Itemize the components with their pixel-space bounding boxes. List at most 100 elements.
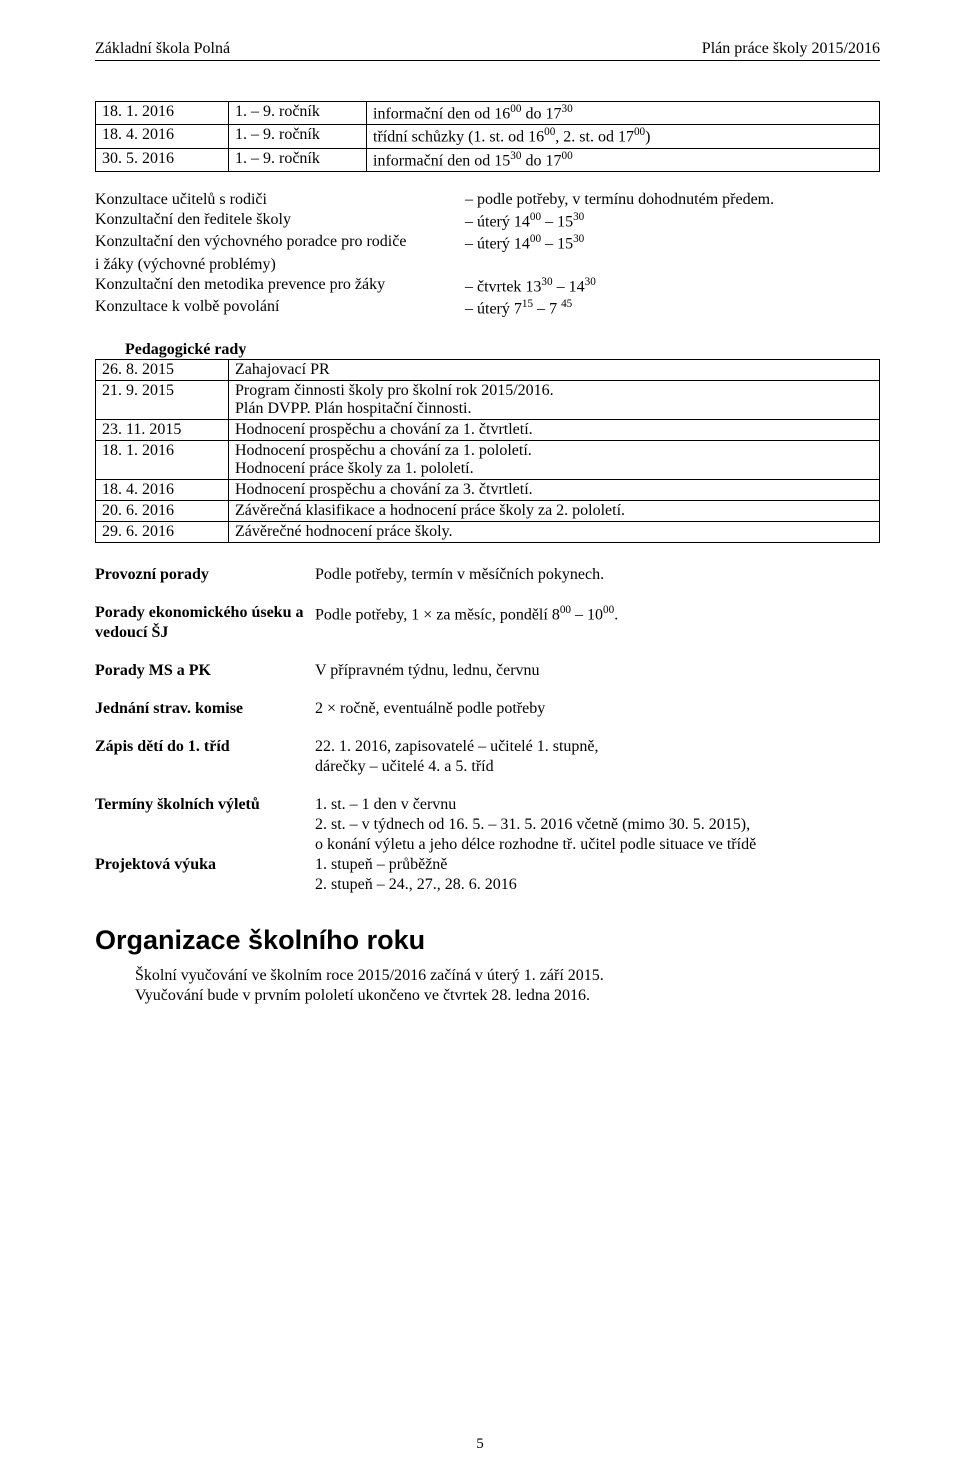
def-term: Provozní porady bbox=[95, 565, 315, 585]
sup: 30 bbox=[573, 233, 584, 245]
ped-rady-table: 26. 8. 2015 Zahajovací PR 21. 9. 2015 Pr… bbox=[95, 359, 880, 543]
cell-desc: informační den od 1530 do 1700 bbox=[367, 148, 880, 171]
cell-date: 20. 6. 2016 bbox=[96, 501, 229, 522]
txt: třídní schůzky (1. st. od 16 bbox=[373, 129, 544, 146]
txt: – 10 bbox=[571, 607, 603, 624]
def-body: Podle potřeby, 1 × za měsíc, pondělí 800… bbox=[315, 603, 880, 643]
konz-label: Konzultační den metodika prevence pro žá… bbox=[95, 275, 465, 297]
page-header: Základní škola Polná Plán práce školy 20… bbox=[95, 40, 880, 61]
txt: do 17 bbox=[521, 152, 561, 169]
sup: 30 bbox=[561, 103, 572, 115]
txt: – úterý 7 bbox=[465, 300, 522, 317]
table-row: 26. 8. 2015 Zahajovací PR bbox=[96, 360, 880, 381]
sup: 00 bbox=[510, 103, 521, 115]
konz-label: Konzultace k volbě povolání bbox=[95, 297, 465, 319]
def-body: 1. st. – 1 den v červnu 2. st. – v týdne… bbox=[315, 795, 880, 855]
sup: 30 bbox=[541, 276, 552, 288]
sup: 15 bbox=[522, 298, 533, 310]
cell-grade: 1. – 9. ročník bbox=[229, 125, 367, 148]
konz-value: – čtvrtek 1330 – 1430 bbox=[465, 275, 880, 297]
txt: – čtvrtek 13 bbox=[465, 278, 541, 295]
cell-body: Hodnocení prospěchu a chování za 3. čtvr… bbox=[229, 480, 880, 501]
konz-value: – úterý 1400 – 1530 bbox=[465, 232, 880, 254]
txt: , 2. st. od 17 bbox=[555, 129, 634, 146]
cell-desc: třídní schůzky (1. st. od 1600, 2. st. o… bbox=[367, 125, 880, 148]
konz-value bbox=[465, 255, 880, 275]
sup: 30 bbox=[573, 211, 584, 223]
txt: do 17 bbox=[521, 105, 561, 122]
table-row: 30. 5. 2016 1. – 9. ročník informační de… bbox=[96, 148, 880, 171]
cell-body: Hodnocení prospěchu a chování za 1. čtvr… bbox=[229, 420, 880, 441]
table-row: 18. 1. 2016 1. – 9. ročník informační de… bbox=[96, 102, 880, 125]
def-term: Porady ekonomického úseku a vedoucí ŠJ bbox=[95, 603, 315, 643]
cell-body: Hodnocení prospěchu a chování za 1. polo… bbox=[229, 441, 880, 480]
def-body: 22. 1. 2016, zapisovatelé – učitelé 1. s… bbox=[315, 737, 880, 777]
txt: – 15 bbox=[541, 236, 573, 253]
sup: 00 bbox=[634, 126, 645, 138]
cell-date: 26. 8. 2015 bbox=[96, 360, 229, 381]
txt: informační den od 16 bbox=[373, 105, 510, 122]
konz-label: i žáky (výchovné problémy) bbox=[95, 255, 465, 275]
cell-body: Závěrečné hodnocení práce školy. bbox=[229, 522, 880, 543]
org-line: Vyučování bude v prvním pololetí ukončen… bbox=[135, 986, 880, 1006]
txt: – úterý 14 bbox=[465, 236, 530, 253]
section-heading-organizace: Organizace školního roku bbox=[95, 925, 880, 956]
konz-label: Konzultace učitelů s rodiči bbox=[95, 190, 465, 210]
cell-date: 18. 1. 2016 bbox=[96, 441, 229, 480]
cell-date: 23. 11. 2015 bbox=[96, 420, 229, 441]
cell-grade: 1. – 9. ročník bbox=[229, 148, 367, 171]
def-term: Termíny školních výletů bbox=[95, 795, 315, 855]
table-row: 23. 11. 2015 Hodnocení prospěchu a chová… bbox=[96, 420, 880, 441]
header-left: Základní škola Polná bbox=[95, 40, 230, 58]
def-body: Podle potřeby, termín v měsíčních pokyne… bbox=[315, 565, 880, 585]
sup: 00 bbox=[560, 604, 571, 616]
sup: 00 bbox=[530, 233, 541, 245]
konz-label: Konzultační den ředitele školy bbox=[95, 210, 465, 232]
table-row: 18. 4. 2016 1. – 9. ročník třídní schůzk… bbox=[96, 125, 880, 148]
sup: 00 bbox=[603, 604, 614, 616]
consultations-block: Konzultace učitelů s rodiči – podle potř… bbox=[95, 190, 880, 319]
sup: 00 bbox=[561, 150, 572, 162]
def-term: Porady MS a PK bbox=[95, 661, 315, 681]
cell-desc: informační den od 1600 do 1730 bbox=[367, 102, 880, 125]
schedule-table: 18. 1. 2016 1. – 9. ročník informační de… bbox=[95, 101, 880, 172]
cell-grade: 1. – 9. ročník bbox=[229, 102, 367, 125]
org-paragraph: Školní vyučování ve školním roce 2015/20… bbox=[135, 966, 880, 1006]
def-body: 2 × ročně, eventuálně podle potřeby bbox=[315, 699, 880, 719]
sup: 00 bbox=[544, 126, 555, 138]
table-row: 18. 1. 2016 Hodnocení prospěchu a chován… bbox=[96, 441, 880, 480]
konz-value: – podle potřeby, v termínu dohodnutém př… bbox=[465, 190, 880, 210]
sup: 30 bbox=[510, 150, 521, 162]
cell-date: 18. 1. 2016 bbox=[96, 102, 229, 125]
definitions-block: Provozní porady Podle potřeby, termín v … bbox=[95, 565, 880, 895]
def-body: 1. stupeň – průběžně 2. stupeň – 24., 27… bbox=[315, 855, 880, 895]
table-row: 29. 6. 2016 Závěrečné hodnocení práce šk… bbox=[96, 522, 880, 543]
cell-date: 30. 5. 2016 bbox=[96, 148, 229, 171]
txt: . bbox=[614, 607, 618, 624]
txt: ) bbox=[645, 129, 650, 146]
def-term: Projektová výuka bbox=[95, 855, 315, 895]
cell-date: 21. 9. 2015 bbox=[96, 381, 229, 420]
header-right: Plán práce školy 2015/2016 bbox=[702, 40, 880, 58]
org-line: Školní vyučování ve školním roce 2015/20… bbox=[135, 966, 880, 986]
txt: – 15 bbox=[541, 213, 573, 230]
cell-date: 29. 6. 2016 bbox=[96, 522, 229, 543]
page-number: 5 bbox=[0, 1436, 960, 1453]
cell-body: Zahajovací PR bbox=[229, 360, 880, 381]
konz-value: – úterý 715 – 7 45 bbox=[465, 297, 880, 319]
txt: Podle potřeby, 1 × za měsíc, pondělí 8 bbox=[315, 607, 560, 624]
txt: informační den od 15 bbox=[373, 152, 510, 169]
txt: – 14 bbox=[553, 278, 585, 295]
sup: 45 bbox=[561, 298, 572, 310]
def-term: Zápis dětí do 1. tříd bbox=[95, 737, 315, 777]
ped-rady-heading: Pedagogické rady bbox=[125, 341, 880, 359]
table-row: 21. 9. 2015 Program činnosti školy pro š… bbox=[96, 381, 880, 420]
cell-body: Závěrečná klasifikace a hodnocení práce … bbox=[229, 501, 880, 522]
konz-value: – úterý 1400 – 1530 bbox=[465, 210, 880, 232]
cell-date: 18. 4. 2016 bbox=[96, 480, 229, 501]
txt: – 7 bbox=[533, 300, 561, 317]
cell-body: Program činnosti školy pro školní rok 20… bbox=[229, 381, 880, 420]
konz-label: Konzultační den výchovného poradce pro r… bbox=[95, 232, 465, 254]
sup: 30 bbox=[585, 276, 596, 288]
def-body: V přípravném týdnu, lednu, červnu bbox=[315, 661, 880, 681]
